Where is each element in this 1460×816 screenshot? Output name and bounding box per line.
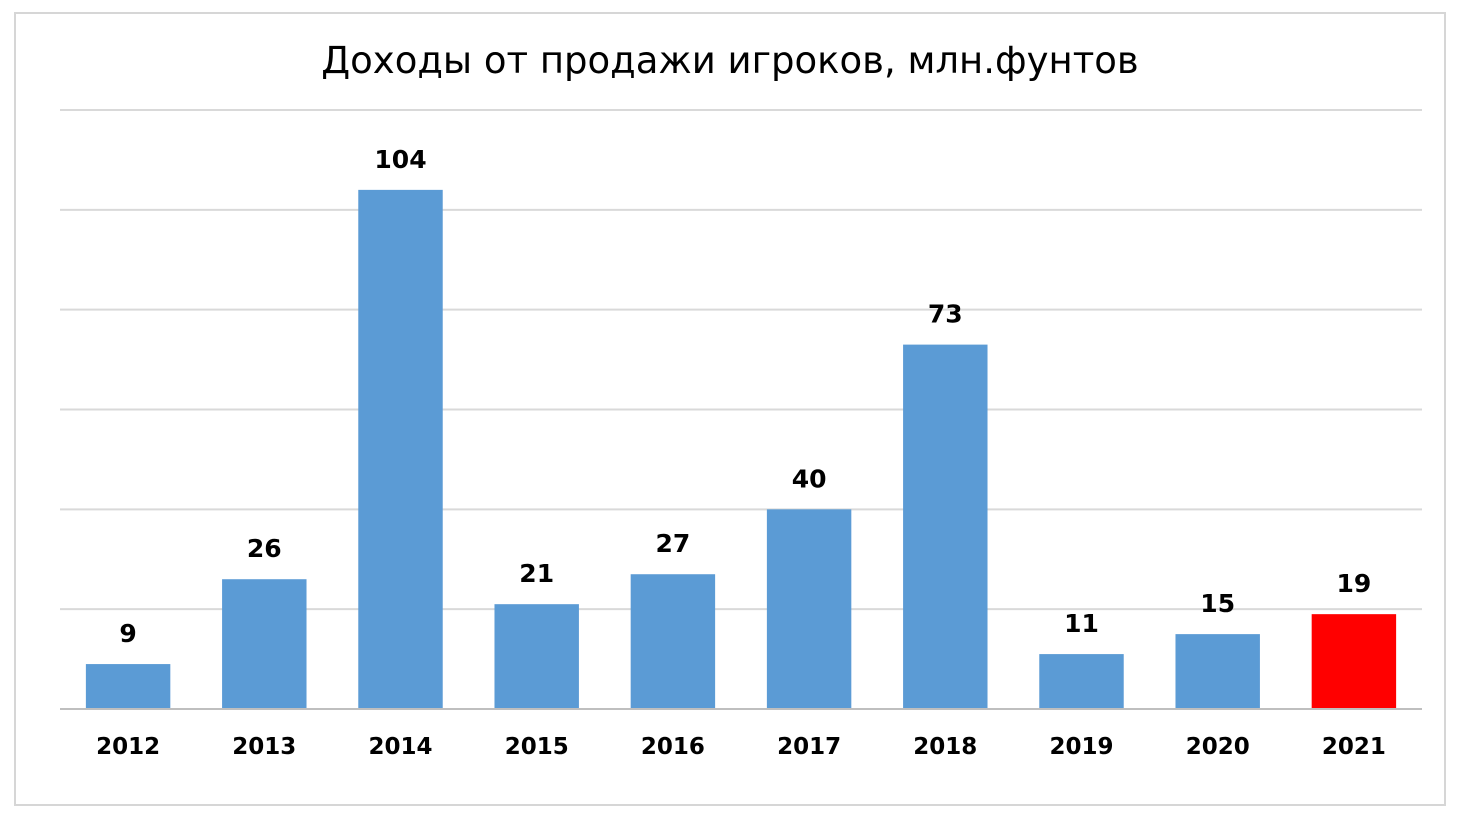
x-axis: 2012 2013 2014 2015 2016 2017 2018 2019 2020 2021 (60, 708, 1422, 760)
data-label-2021: 19 (1337, 569, 1372, 598)
data-label-2019: 11 (1064, 609, 1099, 638)
data-label-2017: 40 (792, 464, 827, 493)
x-tick-label-2017: 2017 (777, 734, 841, 760)
bar-2017 (766, 509, 852, 709)
chart-title: Доходы от продажи игроков, млн.фунтов (321, 39, 1139, 82)
bar-2018 (903, 344, 988, 709)
x-tick-label-2013: 2013 (232, 734, 296, 760)
bars (85, 189, 1397, 709)
x-tick-label-2019: 2019 (1049, 734, 1113, 760)
x-tick-label-2020: 2020 (1186, 734, 1250, 760)
bar-2019 (1039, 654, 1124, 709)
data-label-2015: 21 (519, 559, 554, 588)
data-label-2013: 26 (247, 534, 282, 563)
data-labels: 9 26 104 21 27 40 73 11 15 19 (119, 145, 1371, 648)
bar-2020 (1175, 634, 1260, 709)
x-tick-label-2018: 2018 (913, 734, 977, 760)
bar-2016 (630, 574, 716, 709)
x-tick-label-2015: 2015 (505, 734, 569, 760)
bar-2013 (222, 579, 307, 709)
data-label-2020: 15 (1200, 589, 1235, 618)
x-tick-label-2012: 2012 (96, 734, 160, 760)
x-tick-label-2021: 2021 (1322, 734, 1386, 760)
bar-2015 (494, 604, 579, 709)
bar-2012 (85, 664, 171, 709)
x-tick-label-2016: 2016 (641, 734, 705, 760)
x-tick-label-2014: 2014 (368, 734, 432, 760)
data-label-2018: 73 (928, 300, 963, 329)
data-label-2014: 104 (374, 145, 426, 174)
bar-2014 (358, 189, 443, 709)
gridlines (60, 109, 1422, 611)
data-label-2012: 9 (119, 619, 136, 648)
bar-2021 (1311, 614, 1397, 709)
data-label-2016: 27 (656, 529, 691, 558)
